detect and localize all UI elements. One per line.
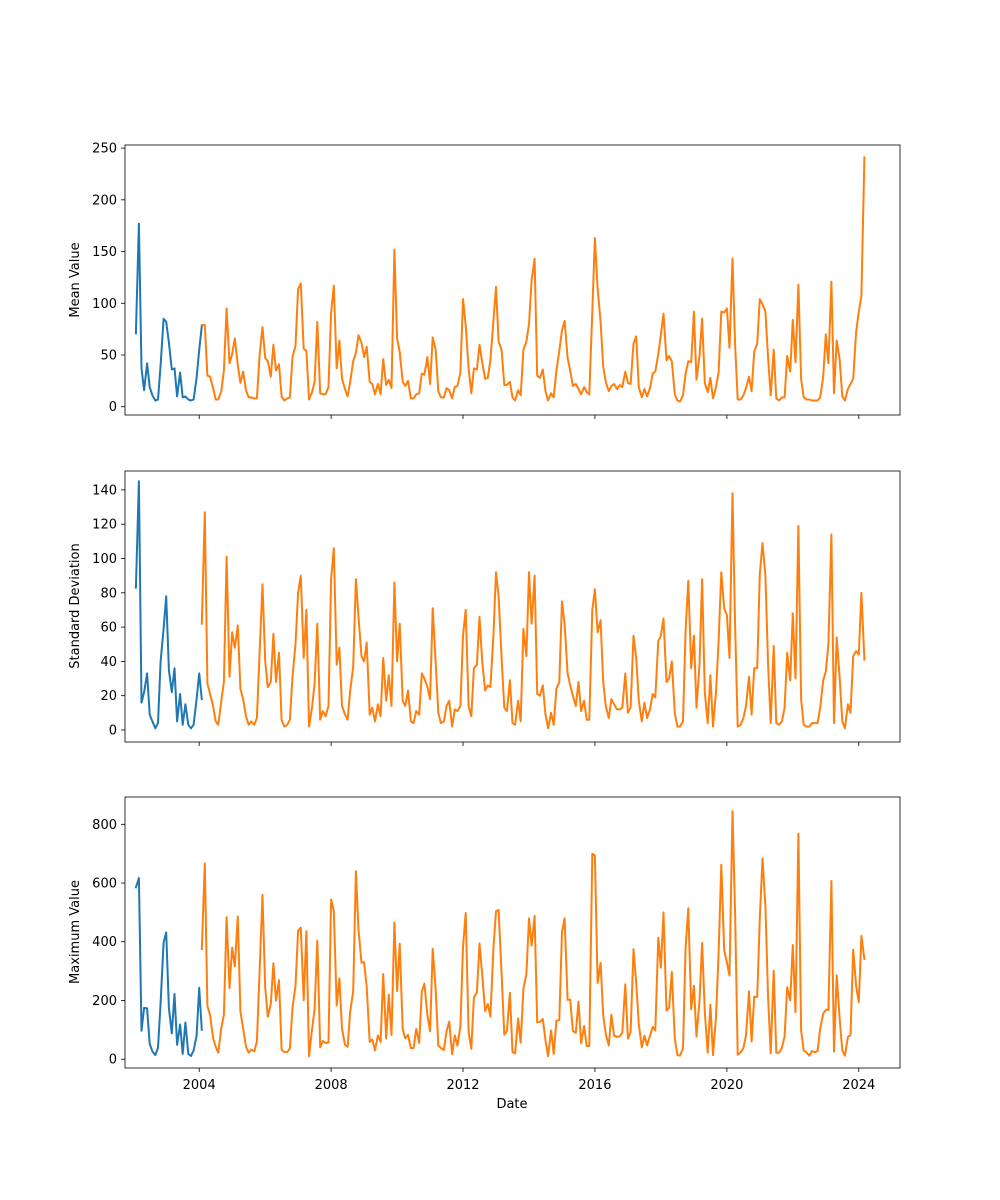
- maximum-value-x-tick-label: 2004: [183, 1078, 216, 1093]
- standard-deviation-x-ticks: [198, 742, 860, 746]
- mean-value-series-1-line: [134, 222, 203, 402]
- maximum-value-lines: [134, 810, 866, 1058]
- maximum-value-x-tick-label: 2024: [842, 1078, 875, 1093]
- subplot-maximum-value: 0 200 400 600 800 2004 2008 2012 2016 2020 2024 M…: [68, 796, 901, 1093]
- maximum-value-y-tick-label: 800: [92, 818, 117, 833]
- maximum-value-y-tick-label: 200: [92, 994, 117, 1009]
- mean-value-series-2-line: [200, 156, 866, 403]
- mean-value-lines: [134, 156, 866, 403]
- mean-value-y-tick-label: 200: [92, 193, 117, 208]
- maximum-value-y-tick-label: 600: [92, 877, 117, 892]
- standard-deviation-y-ticks: 0 20 40 60 80 100 120 140: [92, 483, 125, 738]
- standard-deviation-y-tick-label: 100: [92, 552, 117, 567]
- maximum-value-series-1-line: [134, 877, 203, 1057]
- standard-deviation-y-tick-label: 20: [100, 689, 117, 704]
- maximum-value-x-tick-label: 2012: [446, 1078, 479, 1093]
- mean-value-x-ticks: [198, 415, 860, 419]
- mean-value-y-tick-label: 250: [92, 142, 117, 157]
- standard-deviation-y-tick-label: 40: [100, 655, 117, 670]
- mean-value-y-ticks: 0 50 100 150 200 250: [92, 142, 125, 415]
- standard-deviation-y-tick-label: 140: [92, 483, 117, 498]
- maximum-value-x-tick-label: 2008: [315, 1078, 348, 1093]
- standard-deviation-y-tick-label: 60: [100, 621, 117, 636]
- maximum-value-y-tick-label: 400: [92, 935, 117, 950]
- standard-deviation-lines: [134, 480, 866, 730]
- maximum-value-series-2-line: [200, 810, 866, 1058]
- mean-value-y-tick-label: 150: [92, 245, 117, 260]
- maximum-value-x-tick-label: 2016: [578, 1078, 611, 1093]
- standard-deviation-y-tick-label: 80: [100, 586, 117, 601]
- mean-value-y-tick-label: 100: [92, 297, 117, 312]
- maximum-value-y-tick-label: 0: [109, 1053, 117, 1068]
- maximum-value-plot-frame: [124, 796, 901, 1069]
- x-axis-label: Date: [496, 1097, 527, 1112]
- maximum-value-x-tick-label: 2020: [710, 1078, 743, 1093]
- standard-deviation-series-2-line: [200, 492, 866, 730]
- mean-value-plot-frame: [124, 144, 901, 416]
- mean-value-y-axis-label: Mean Value: [68, 242, 83, 317]
- subplot-mean-value: 0 50 100 150 200 250 Mean Value: [68, 142, 901, 419]
- maximum-value-y-ticks: 0 200 400 600 800: [92, 818, 125, 1068]
- mean-value-y-tick-label: 0: [109, 400, 117, 415]
- maximum-value-x-ticks: 2004 2008 2012 2016 2020 2024: [183, 1068, 875, 1093]
- standard-deviation-y-tick-label: 0: [109, 723, 117, 738]
- subplot-standard-deviation: 0 20 40 60 80 100 120 140 Standard Deviation: [68, 470, 901, 746]
- standard-deviation-y-axis-label: Standard Deviation: [68, 543, 83, 668]
- standard-deviation-y-tick-label: 120: [92, 518, 117, 533]
- maximum-value-y-axis-label: Maximum Value: [68, 880, 83, 984]
- standard-deviation-series-1-line: [134, 480, 203, 730]
- mean-value-y-tick-label: 50: [100, 349, 117, 364]
- standard-deviation-plot-frame: [124, 470, 901, 743]
